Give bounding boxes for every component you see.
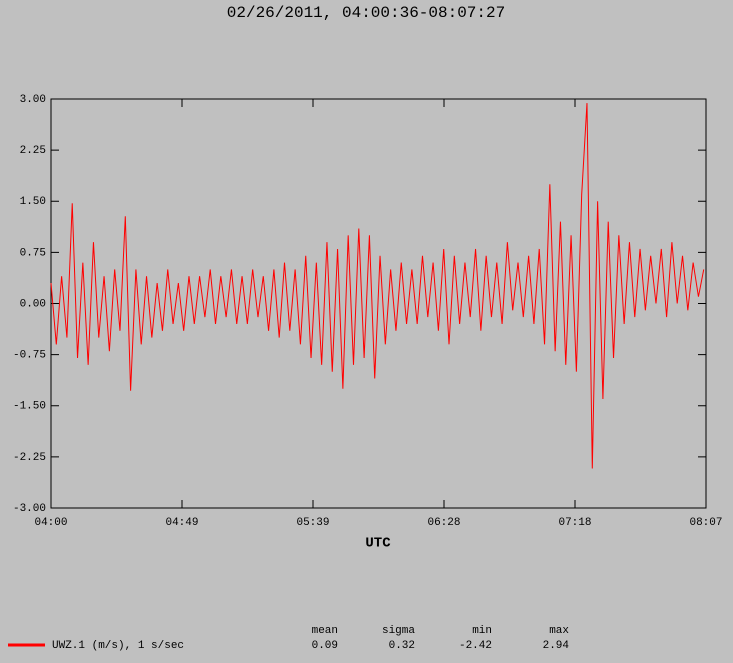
y-tick-label: -2.25 (13, 452, 46, 464)
stat-value: -2.42 (459, 640, 492, 652)
y-tick-label: 3.00 (20, 94, 46, 106)
y-tick-label: -0.75 (13, 350, 46, 362)
stat-value: 0.32 (389, 640, 415, 652)
stat-header: max (549, 625, 569, 637)
y-tick-label: 1.50 (20, 196, 46, 208)
x-tick-label: 08:07 (689, 517, 722, 529)
x-tick-label: 06:28 (427, 517, 460, 529)
stat-header: sigma (382, 625, 415, 637)
x-tick-label: 04:00 (34, 517, 67, 529)
x-axis-label: UTC (365, 536, 391, 552)
y-tick-label: 2.25 (20, 145, 46, 157)
chart-title: 02/26/2011, 04:00:36-08:07:27 (227, 4, 505, 22)
y-tick-label: 0.75 (20, 247, 46, 259)
y-tick-label: -1.50 (13, 401, 46, 413)
x-tick-label: 05:39 (296, 517, 329, 529)
stat-value: 2.94 (543, 640, 570, 652)
stat-value: 0.09 (312, 640, 338, 652)
y-tick-label: -3.00 (13, 503, 46, 515)
legend-label: UWZ.1 (m/s), 1 s/sec (52, 640, 184, 652)
stat-header: min (472, 625, 492, 637)
y-tick-label: 0.00 (20, 298, 46, 310)
x-tick-label: 04:49 (165, 517, 198, 529)
series-line (50, 103, 705, 469)
stat-header: mean (312, 625, 338, 637)
x-tick-label: 07:18 (558, 517, 591, 529)
